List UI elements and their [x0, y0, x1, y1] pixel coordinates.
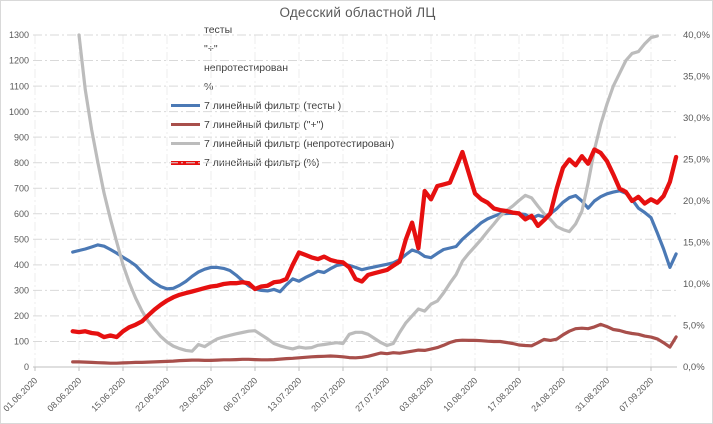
right-axis-tick-label: 20,0% — [683, 196, 710, 207]
legend-item[interactable]: 7 линейный фильтр (тесты ) — [171, 96, 394, 115]
left-axis-tick-label: 400 — [14, 260, 29, 270]
left-axis-tick-label: 0 — [24, 362, 29, 372]
right-axis-tick-label: 40,0% — [683, 30, 710, 41]
right-axis-tick-label: 30,0% — [683, 113, 710, 124]
x-axis-date-label: 31.08.2020 — [573, 375, 611, 413]
x-axis-date-label: 13.07.2020 — [265, 375, 303, 413]
x-axis-date-label: 08.06.2020 — [45, 375, 83, 413]
left-axis-tick-label: 1300 — [9, 30, 29, 40]
left-axis-tick-label: 300 — [14, 286, 29, 296]
x-axis-date-label: 20.07.2020 — [309, 375, 347, 413]
x-axis-date-label: 01.06.2020 — [1, 375, 39, 413]
x-axis-date-label: 22.06.2020 — [133, 375, 171, 413]
legend-line-swatch — [171, 104, 200, 107]
chart-title[interactable]: Одесский областной ЛЦ — [279, 5, 436, 20]
x-axis-date-label: 03.08.2020 — [397, 375, 435, 413]
right-axis-tick-label: 0,0% — [683, 362, 705, 373]
legend-line-swatch — [171, 142, 200, 145]
legend-item[interactable]: тесты — [171, 20, 394, 39]
series-line-percent-trend[interactable] — [70, 147, 679, 340]
left-axis-tick-label: 100 — [14, 337, 29, 347]
legend-item-label: 7 линейный фильтр (тесты ) — [204, 99, 342, 112]
legend-item-label: непротестирован — [204, 61, 289, 74]
x-axis-date-label: 06.07.2020 — [221, 375, 259, 413]
left-axis-tick-label: 500 — [14, 235, 29, 245]
left-axis-tick-label: 800 — [14, 158, 29, 168]
x-axis-date-label: 07.09.2020 — [617, 375, 655, 413]
left-axis-tick-label: 1100 — [10, 81, 29, 91]
legend-item-label: 7 линейный фильтр ("+") — [204, 118, 324, 131]
left-axis-tick-label: 200 — [14, 311, 29, 321]
left-axis-tick-label: 600 — [14, 209, 29, 219]
left-axis-tick-label: 700 — [14, 183, 29, 193]
right-axis-tick-label: 5,0% — [683, 321, 705, 332]
x-axis-date-label: 27.07.2020 — [353, 375, 391, 413]
series-line-tests-trend[interactable] — [71, 189, 678, 294]
legend-item[interactable]: 7 линейный фильтр ("+") — [171, 115, 394, 134]
legend-line-swatch — [171, 160, 200, 165]
series-line-untested-trend[interactable] — [77, 33, 659, 353]
series-line-positive-trend[interactable] — [71, 322, 678, 365]
left-axis-tick-label: 1200 — [9, 56, 29, 66]
left-axis-tick-label: 900 — [14, 132, 29, 142]
x-axis-date-label: 15.06.2020 — [89, 375, 127, 413]
x-axis-date-label: 29.06.2020 — [177, 375, 215, 413]
legend-line-swatch — [171, 123, 200, 126]
right-axis-tick-label: 15,0% — [683, 238, 710, 249]
right-axis-tick-label: 25,0% — [683, 155, 710, 166]
legend-item-label: тесты — [204, 23, 233, 36]
x-axis-date-label: 10.08.2020 — [441, 375, 479, 413]
left-axis-tick-label: 1000 — [9, 107, 29, 117]
x-axis-date-label: 24.08.2020 — [529, 375, 567, 413]
legend-item[interactable]: непротестирован — [171, 58, 394, 77]
right-axis-tick-label: 35,0% — [683, 72, 710, 83]
x-axis-date-label: 17.08.2020 — [485, 375, 523, 413]
right-axis-tick-label: 10,0% — [683, 279, 710, 290]
